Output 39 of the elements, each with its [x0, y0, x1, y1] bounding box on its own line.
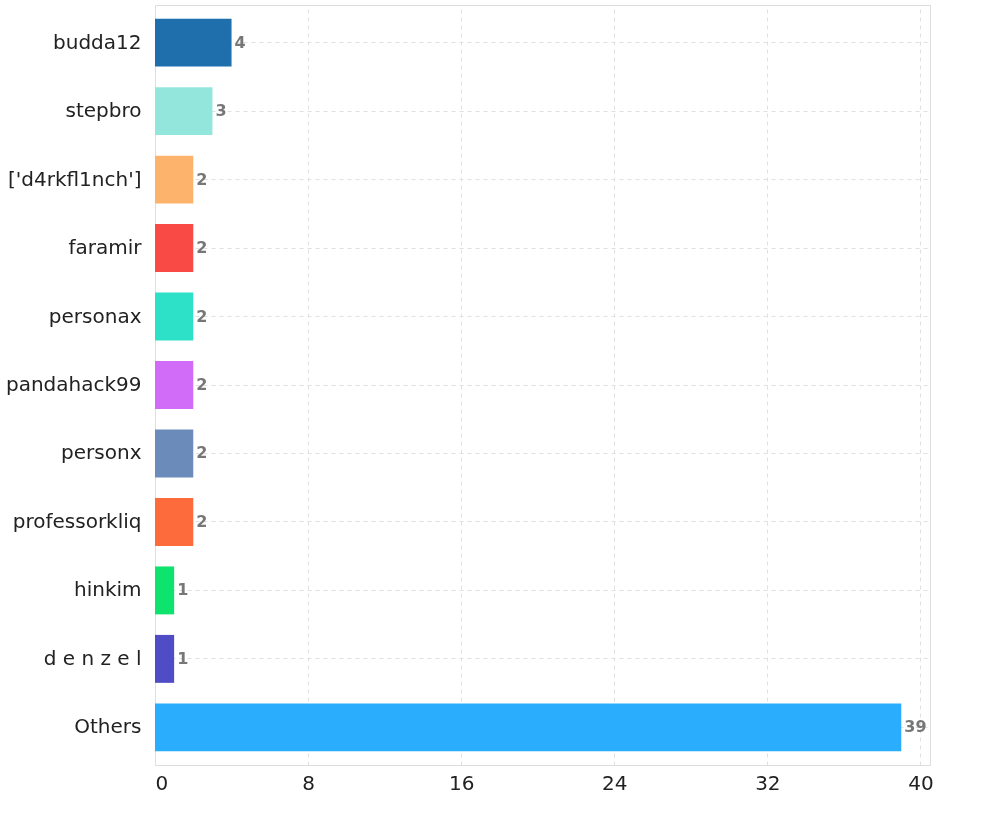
y-tick-label: personx — [61, 440, 142, 465]
data-label: 2 — [196, 375, 208, 394]
bar — [155, 703, 902, 752]
y-tick-label: stepbro — [65, 98, 142, 123]
data-label: 39 — [904, 717, 927, 737]
y-tick-label: faramir — [68, 235, 143, 260]
y-tick-label: hinkim — [73, 577, 142, 602]
x-tick-label: 8 — [302, 770, 315, 795]
data-label: 1 — [177, 580, 189, 600]
bar — [155, 497, 194, 546]
bar — [155, 634, 175, 683]
data-label: 2 — [196, 511, 208, 531]
y-tick-label: Others — [74, 714, 142, 739]
data-label: 2 — [196, 443, 208, 463]
bar — [155, 292, 194, 341]
data-label: 4 — [234, 32, 246, 52]
y-tick-label: pandahack99 — [5, 372, 142, 396]
bar — [155, 155, 194, 204]
x-tick-label: 0 — [155, 770, 169, 795]
y-tick-label: personax — [48, 303, 142, 328]
y-tick-label: ['d4rkfl1nch'] — [8, 166, 142, 191]
bar — [155, 224, 194, 273]
data-label: 2 — [196, 169, 208, 189]
x-tick-label: 24 — [602, 770, 628, 795]
bar — [155, 361, 194, 409]
bar — [155, 429, 194, 478]
data-label: 3 — [215, 101, 227, 121]
y-tick-label: budda12 — [53, 29, 142, 54]
data-label: 1 — [177, 648, 189, 668]
bar — [155, 87, 213, 136]
x-tick-label: 32 — [755, 770, 781, 795]
x-tick-label: 40 — [908, 770, 934, 795]
bar — [155, 18, 232, 67]
x-tick-label: 16 — [448, 770, 475, 795]
bar — [155, 566, 175, 615]
data-label: 2 — [196, 238, 208, 258]
y-tick-label: d e n z e l — [43, 645, 142, 670]
y-tick-label: professorkliq — [12, 508, 142, 533]
data-label: 2 — [196, 306, 208, 326]
